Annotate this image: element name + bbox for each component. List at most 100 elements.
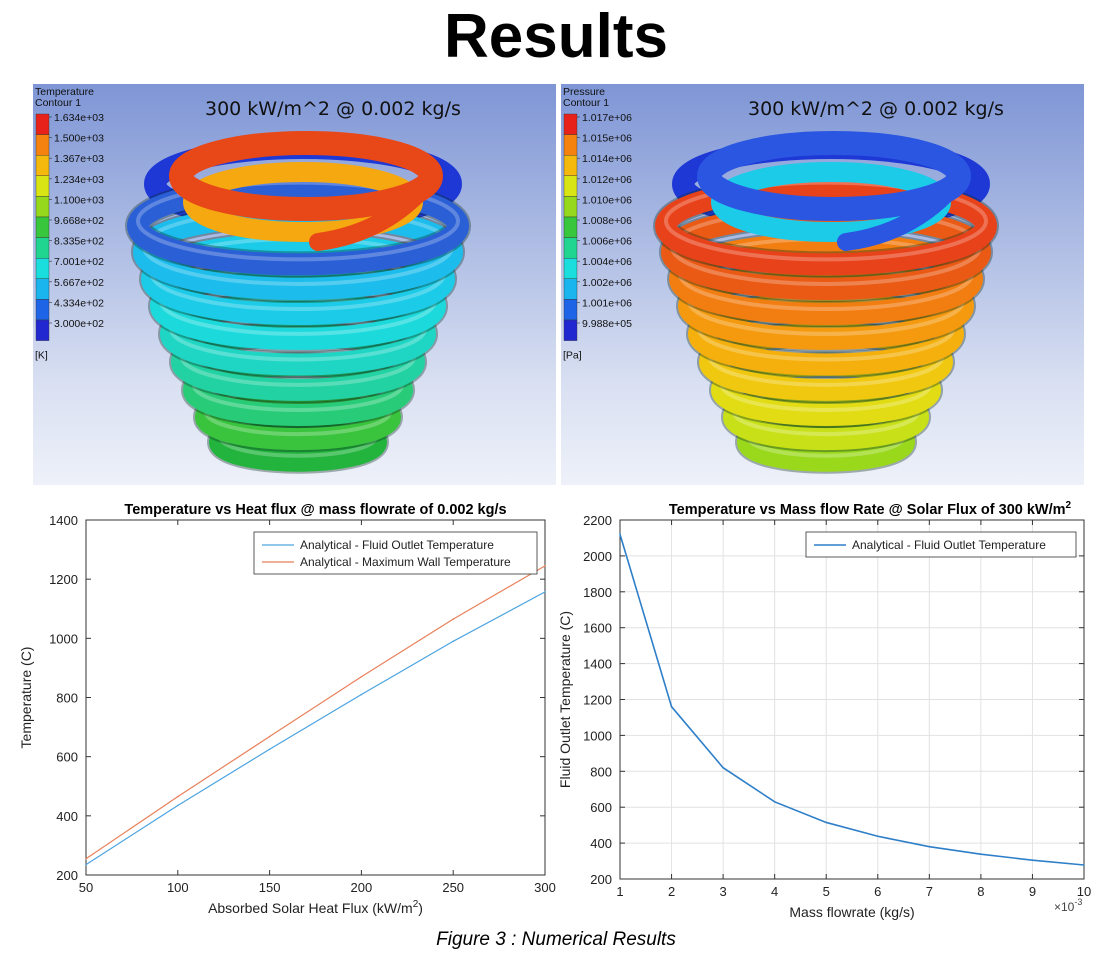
x-tick-label: 5 (823, 884, 830, 899)
data-point (544, 565, 546, 567)
y-tick-label: 400 (590, 836, 612, 851)
temperature-legend-unit: [K] (35, 350, 48, 362)
y-tick-label: 800 (590, 764, 612, 779)
x-tick-label: 200 (351, 880, 373, 895)
temperature-legend-swatch (35, 257, 50, 279)
chart-title: Temperature vs Heat flux @ mass flowrate… (124, 502, 506, 518)
data-point (85, 863, 87, 866)
pressure-legend-swatch (563, 216, 578, 238)
temperature-legend-swatch (35, 216, 50, 238)
temperature-legend-label: 3.000e+02 (54, 318, 104, 330)
temperature-legend-swatch (35, 196, 50, 218)
pressure-contour-panel: Pressure Contour 1 1.017e+06 1.015e+06 1.014… (561, 84, 1084, 485)
y-tick-label: 1400 (583, 657, 612, 672)
y-tick-label: 800 (56, 691, 78, 706)
temperature-coil-ring (141, 232, 455, 326)
data-point (773, 801, 776, 803)
x-tick-label: 9 (1029, 884, 1036, 899)
pressure-legend-swatch (563, 154, 578, 176)
plot-frame (85, 519, 546, 876)
y-axis-label: Temperature (C) (18, 647, 34, 749)
pressure-legend-label: 1.004e+06 (582, 256, 632, 268)
pressure-legend-label: 9.988e+05 (582, 318, 632, 330)
pressure-legend-label: 1.006e+06 (582, 236, 632, 248)
data-point (619, 533, 621, 536)
x-axis-label: Mass flowrate (kg/s) (789, 904, 914, 920)
y-tick-label: 1200 (49, 572, 78, 587)
pressure-legend-subtitle: Contour 1 (563, 97, 609, 109)
temperature-coil-top-ring (169, 131, 443, 221)
pressure-legend-label: 1.010e+06 (582, 194, 632, 206)
data-point (360, 693, 363, 696)
x-tick-label: 7 (926, 884, 933, 899)
x-tick-label: 4 (771, 884, 778, 899)
x-tick-label: 3 (719, 884, 726, 899)
y-tick-label: 200 (590, 872, 612, 887)
temperature-coil-outlet-pipe (309, 185, 427, 251)
pressure-legend-title: Pressure (563, 86, 605, 98)
pressure-legend-label: 1.012e+06 (582, 174, 632, 186)
x-tick-label: 8 (977, 884, 984, 899)
y-tick-label: 200 (56, 868, 78, 883)
data-point (876, 835, 879, 838)
series-line (85, 591, 546, 866)
data-point (825, 821, 828, 824)
pressure-coil-top-ring (697, 131, 971, 221)
x-tick-label: 300 (534, 880, 556, 895)
temperature-legend-label: 5.667e+02 (54, 277, 104, 289)
pressure-coil-outlet-pipe (837, 185, 955, 251)
legend-label: Analytical - Fluid Outlet Temperature (852, 538, 1046, 552)
pressure-legend-label: 1.002e+06 (582, 277, 632, 289)
temperature-coil-ring (127, 176, 469, 276)
y-axis-label: Fluid Outlet Temperature (C) (557, 611, 573, 788)
data-point (670, 705, 673, 708)
pressure-legend-swatch (563, 134, 578, 156)
pressure-coil-ring (655, 176, 997, 276)
temperature-legend-swatch (35, 278, 50, 300)
temperature-legend-swatch (35, 175, 50, 197)
temperature-legend-swatch (35, 237, 50, 259)
temperature-contour-caption: 300 kW/m^2 @ 0.002 kg/s (205, 98, 461, 120)
pressure-legend-unit: [Pa] (563, 350, 582, 362)
series-line (619, 534, 1085, 866)
figure-caption: Figure 3 : Numerical Results (436, 929, 676, 950)
x-tick-label: 250 (442, 880, 464, 895)
x-tick-label: 50 (79, 880, 93, 895)
temperature-coil-highlight (136, 180, 460, 262)
y-tick-label: 1200 (583, 693, 612, 708)
temperature-legend-label: 9.668e+02 (54, 215, 104, 227)
legend-box (253, 531, 538, 575)
pressure-legend-swatch (563, 113, 578, 135)
data-point (544, 591, 546, 593)
temperature-legend-subtitle: Contour 1 (35, 97, 81, 109)
y-tick-label: 600 (56, 750, 78, 765)
data-point (1083, 864, 1085, 866)
y-tick-label: 2000 (583, 549, 612, 564)
pressure-legend-swatch (563, 299, 578, 321)
data-point (452, 640, 455, 643)
temperature-legend-label: 1.634e+03 (54, 112, 104, 124)
pressure-legend-label: 1.015e+06 (582, 133, 632, 145)
data-point (177, 804, 179, 807)
chart-title: Temperature vs Mass flow Rate @ Solar Fl… (669, 500, 1072, 518)
data-point (268, 748, 271, 751)
data-point (980, 853, 982, 856)
temperature-legend-label: 4.334e+02 (54, 297, 104, 309)
temperature-legend-title: Temperature (35, 86, 94, 98)
y-tick-label: 1000 (583, 728, 612, 743)
data-point (722, 766, 724, 769)
temperature-legend-swatch (35, 113, 50, 135)
x-axis-label: Absorbed Solar Heat Flux (kW/m2) (208, 899, 423, 916)
x-tick-label: 6 (874, 884, 881, 899)
data-point (928, 845, 931, 848)
pressure-legend-swatch (563, 175, 578, 197)
temperature-legend-swatch (35, 154, 50, 176)
temperature-legend-label: 1.100e+03 (54, 194, 104, 206)
pressure-legend-swatch (563, 237, 578, 259)
legend-box (805, 531, 1077, 558)
page-title: Results (444, 2, 668, 71)
x-tick-label: 1 (616, 884, 623, 899)
data-point (1031, 859, 1034, 861)
